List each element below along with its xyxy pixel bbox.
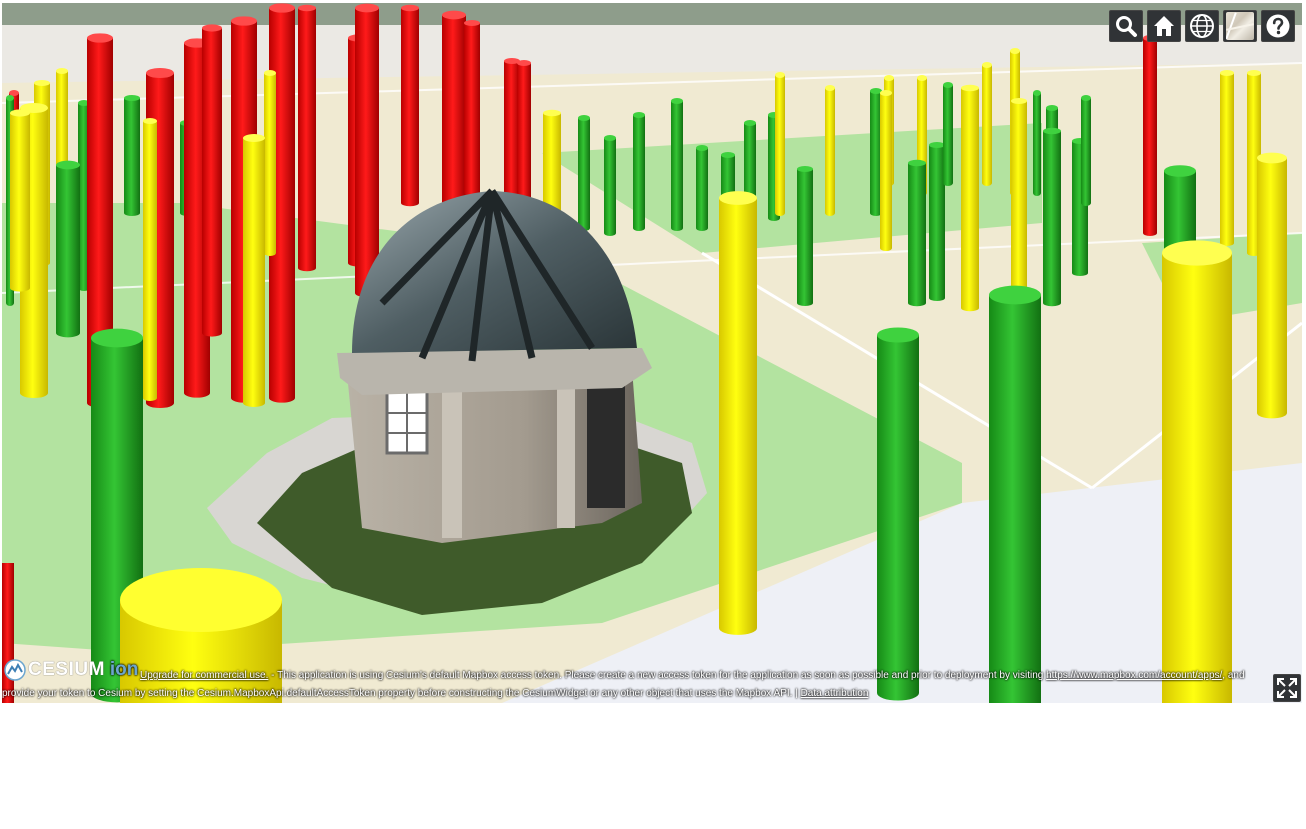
gazebo-3d-model[interactable]	[207, 188, 707, 615]
fullscreen-icon	[1277, 678, 1297, 698]
home-button[interactable]	[1147, 10, 1181, 42]
globe-icon	[1190, 14, 1214, 38]
data-cylinder[interactable]	[671, 98, 683, 231]
data-cylinder[interactable]	[355, 3, 379, 298]
data-cylinder[interactable]	[442, 10, 466, 208]
data-cylinder[interactable]	[696, 145, 708, 231]
upgrade-link[interactable]: Upgrade for commercial use.	[140, 670, 269, 681]
gazebo-pillar	[557, 388, 575, 528]
data-cylinder[interactable]	[961, 84, 979, 312]
data-cylinder[interactable]	[1081, 95, 1091, 206]
search-icon	[1116, 16, 1137, 37]
data-cylinder[interactable]	[56, 160, 80, 338]
token-message-part2: , and provide your token to Cesium by se…	[2, 670, 1245, 699]
navigation-help-button[interactable]	[1261, 10, 1295, 42]
data-cylinder[interactable]	[880, 90, 892, 251]
gazebo-door	[587, 373, 625, 508]
fullscreen-button[interactable]	[1273, 674, 1301, 702]
logo-product: ion	[109, 659, 139, 680]
data-cylinder[interactable]	[1043, 127, 1061, 307]
gazebo-dome-rib	[379, 188, 595, 362]
gazebo-cornice	[337, 348, 652, 395]
data-cylinder[interactable]	[464, 20, 480, 196]
credit-text: Upgrade for commercial use. - This appli…	[2, 667, 1270, 703]
data-cylinder[interactable]	[1033, 90, 1041, 196]
data-cylinder[interactable]	[578, 115, 590, 231]
cylinder-group-front	[2, 102, 1287, 703]
map-thumbnail-icon	[1226, 12, 1254, 40]
data-cylinder[interactable]	[1257, 152, 1287, 419]
data-cylinder[interactable]	[401, 4, 419, 207]
base-layer-picker-button[interactable]	[1223, 10, 1257, 42]
data-cylinder[interactable]	[989, 285, 1041, 703]
data-cylinder[interactable]	[264, 70, 276, 256]
data-cylinder[interactable]	[10, 109, 30, 292]
home-icon	[1154, 16, 1174, 36]
geocoder-search-button[interactable]	[1109, 10, 1143, 42]
logo-brand: CESIUM	[28, 659, 105, 680]
data-cylinder[interactable]	[1011, 98, 1027, 296]
token-message-part1: - This application is using Cesium's def…	[268, 670, 1047, 681]
data-cylinder[interactable]	[775, 72, 785, 216]
cesium-viewer[interactable]: CESIUM ion Upgrade for commercial use. -…	[2, 3, 1302, 703]
data-cylinder[interactable]	[298, 4, 316, 272]
data-cylinder[interactable]	[124, 95, 140, 216]
mapbox-account-link[interactable]: https://www.mapbox.com/account/apps/	[1046, 670, 1223, 681]
cesium-toolbar	[1109, 10, 1295, 42]
data-cylinder[interactable]	[243, 134, 265, 407]
data-cylinder[interactable]	[719, 191, 757, 635]
data-cylinder[interactable]	[825, 85, 835, 216]
data-cylinder[interactable]	[202, 24, 222, 337]
data-cylinder[interactable]	[633, 112, 645, 231]
scene-mode-button[interactable]	[1185, 10, 1219, 42]
data-cylinder-large[interactable]	[120, 568, 282, 703]
cesium-logo-icon	[4, 659, 26, 681]
3d-scene-canvas[interactable]	[2, 3, 1302, 703]
data-cylinder[interactable]	[143, 118, 157, 401]
data-cylinder[interactable]	[517, 60, 531, 206]
data-cylinder[interactable]	[797, 166, 813, 306]
map-road-light	[2, 25, 1302, 83]
credit-line: Upgrade for commercial use. - This appli…	[2, 670, 1245, 699]
data-cylinder[interactable]	[877, 327, 919, 701]
credit-separator: |	[792, 688, 801, 699]
data-cylinder[interactable]	[604, 135, 616, 236]
data-cylinder[interactable]	[929, 142, 945, 301]
cesium-ion-logo[interactable]: CESIUM ion	[4, 659, 138, 681]
data-attribution-link[interactable]: Data attribution	[800, 688, 869, 699]
data-cylinder[interactable]	[543, 109, 561, 217]
sky-band	[2, 3, 1302, 25]
data-cylinder[interactable]	[908, 159, 926, 307]
data-cylinder[interactable]	[1143, 35, 1157, 236]
data-cylinder[interactable]	[1220, 70, 1234, 246]
question-icon	[1266, 14, 1290, 38]
data-cylinder[interactable]	[943, 82, 953, 186]
data-cylinder[interactable]	[870, 88, 882, 216]
data-cylinder[interactable]	[982, 62, 992, 186]
data-cylinder[interactable]	[1162, 240, 1232, 703]
gazebo-pillar	[442, 388, 462, 538]
